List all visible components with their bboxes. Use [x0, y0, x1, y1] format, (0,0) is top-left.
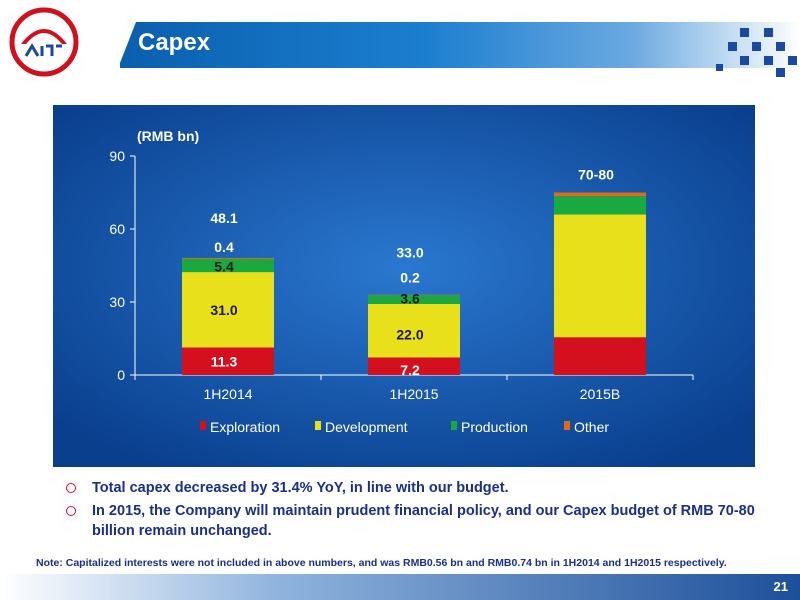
bar-segment-production: [182, 258, 274, 273]
bar-segment-exploration: [368, 357, 460, 375]
bar-segment-other: [182, 257, 274, 259]
bullet-item: Total capex decreased by 31.4% YoY, in l…: [64, 478, 764, 498]
legend-swatch: [451, 421, 457, 430]
bar-segment-development: [554, 214, 646, 338]
x-tick-label: 1H2015: [389, 386, 438, 402]
capex-chart: (RMB bn) 0 30 60 90 1H2014 1H2015 2015B 11.3 31…: [53, 105, 755, 467]
x-tick-label: 2015B: [580, 386, 620, 402]
bullet-text: In 2015, the Company will maintain prude…: [92, 503, 755, 539]
legend-item: Production: [451, 419, 528, 435]
legend-label: Other: [574, 419, 609, 435]
bar-segment-production: [368, 295, 460, 304]
legend-item: Development: [315, 419, 408, 435]
bullet-ring-icon: [66, 483, 76, 493]
bullet-list: Total capex decreased by 31.4% YoY, in l…: [64, 478, 764, 544]
total-label: 48.1: [210, 210, 237, 226]
bar-segment-other: [554, 192, 646, 197]
decorative-pixel-pattern: [716, 28, 797, 77]
bullet-text: Total capex decreased by 31.4% YoY, in l…: [92, 480, 509, 496]
bar-segment-exploration: [554, 337, 646, 375]
data-label: 7.2: [400, 362, 420, 378]
x-tick-label: 1H2014: [203, 386, 252, 402]
legend-label: Production: [461, 419, 528, 435]
legend-item: Other: [564, 419, 609, 435]
title-bar-notch: [118, 22, 136, 68]
title-bar: [120, 22, 800, 68]
y-tick-label: 60: [109, 221, 125, 237]
data-label: 0.2: [400, 270, 420, 286]
footnote: Note: Capitalized interests were not inc…: [36, 557, 727, 569]
chart-background: [53, 105, 755, 467]
total-label: 33.0: [396, 245, 423, 261]
bullet-item: In 2015, the Company will maintain prude…: [64, 501, 764, 541]
total-label: 70-80: [578, 167, 614, 183]
legend-swatch: [315, 421, 321, 430]
bar-segment-development: [368, 303, 460, 358]
legend-item: Exploration: [200, 419, 280, 435]
legend-swatch: [200, 421, 206, 430]
legend-label: Exploration: [210, 419, 280, 435]
data-label: 31.0: [210, 302, 237, 318]
company-logo: [9, 7, 79, 77]
bar-segment-production: [554, 196, 646, 215]
data-label: 3.6: [400, 291, 420, 307]
bullet-ring-icon: [66, 506, 76, 516]
data-label: 11.3: [211, 353, 238, 369]
legend-label: Development: [325, 419, 408, 435]
y-tick-label: 90: [109, 148, 125, 164]
y-tick-label: 0: [117, 367, 125, 383]
data-label: 0.4: [214, 239, 234, 255]
data-label: 22.0: [396, 327, 423, 343]
data-label: 5.4: [214, 259, 234, 275]
footer-bar: [0, 574, 800, 600]
page-title: Capex: [138, 29, 211, 56]
y-axis-label: (RMB bn): [137, 128, 199, 144]
page-number: 21: [773, 579, 788, 594]
bar-segment-development: [182, 272, 274, 348]
legend-swatch: [564, 421, 570, 430]
bar-segment-exploration: [182, 347, 274, 375]
y-tick-label: 30: [109, 294, 125, 310]
